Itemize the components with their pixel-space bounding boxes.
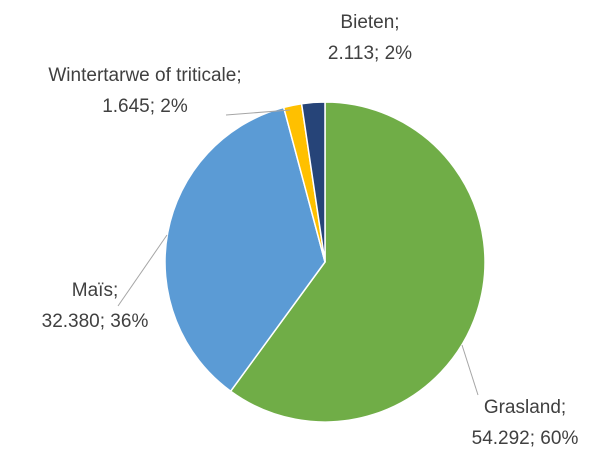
leader-line xyxy=(461,344,479,396)
leader-line xyxy=(117,234,168,307)
value-label: 32.380; 36% xyxy=(41,311,149,332)
category-label: Grasland; xyxy=(483,397,567,418)
data-label: Bieten; 2.113; 2% xyxy=(320,7,420,69)
value-label: 1.645; 2% xyxy=(102,96,188,117)
value-label: 2.113; 2% xyxy=(327,43,413,64)
pie-slice xyxy=(164,106,326,393)
category-label: Bieten; xyxy=(340,12,400,33)
data-label: Wintertarwe of triticale; 1.645; 2% xyxy=(40,60,250,122)
data-label: Grasland; 54.292; 60% xyxy=(462,392,588,451)
category-label: Maïs; xyxy=(71,280,119,301)
category-label: Wintertarwe of triticale; xyxy=(48,65,242,86)
pie-slice xyxy=(229,101,486,423)
data-label: Maïs; 32.380; 36% xyxy=(20,275,170,337)
leader-line xyxy=(225,109,291,116)
value-label: 54.292; 60% xyxy=(471,428,579,449)
pie-slice xyxy=(300,101,326,263)
